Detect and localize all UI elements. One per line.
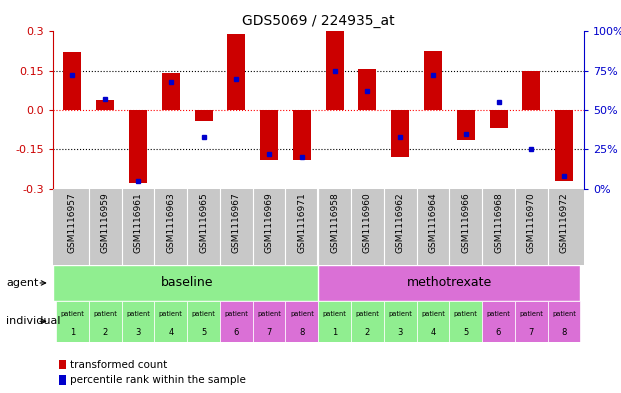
Bar — [286, 301, 319, 342]
Text: 5: 5 — [463, 328, 468, 337]
Text: patient: patient — [519, 311, 543, 317]
Text: baseline: baseline — [161, 276, 214, 290]
Text: 8: 8 — [299, 328, 304, 337]
Title: GDS5069 / 224935_at: GDS5069 / 224935_at — [242, 14, 394, 28]
Bar — [417, 301, 450, 342]
Text: GSM1116971: GSM1116971 — [297, 193, 306, 253]
Bar — [358, 70, 376, 110]
Text: GSM1116965: GSM1116965 — [199, 193, 208, 253]
Bar — [319, 301, 351, 342]
Bar — [63, 52, 81, 110]
Bar — [194, 110, 212, 121]
Text: patient: patient — [290, 311, 314, 317]
Bar — [424, 51, 442, 110]
Text: patient: patient — [93, 311, 117, 317]
Text: GSM1116957: GSM1116957 — [68, 193, 77, 253]
Text: GSM1116967: GSM1116967 — [232, 193, 241, 253]
Bar — [227, 34, 245, 110]
Text: 4: 4 — [430, 328, 435, 337]
Text: GSM1116959: GSM1116959 — [101, 193, 110, 253]
Bar — [293, 110, 311, 160]
Text: patient: patient — [60, 311, 84, 317]
Text: patient: patient — [192, 311, 215, 317]
Text: 2: 2 — [102, 328, 108, 337]
Bar — [555, 110, 573, 181]
Text: patient: patient — [355, 311, 379, 317]
Text: patient: patient — [257, 311, 281, 317]
Bar — [319, 265, 581, 301]
Text: GSM1116960: GSM1116960 — [363, 193, 372, 253]
Text: GSM1116972: GSM1116972 — [560, 193, 569, 253]
Text: 2: 2 — [365, 328, 370, 337]
Bar — [122, 301, 155, 342]
Bar — [53, 265, 322, 301]
Text: patient: patient — [454, 311, 478, 317]
Bar — [482, 301, 515, 342]
Text: individual: individual — [6, 316, 61, 326]
Text: GSM1116970: GSM1116970 — [527, 193, 536, 253]
Text: methotrexate: methotrexate — [407, 276, 492, 290]
Bar — [515, 301, 548, 342]
Text: patient: patient — [323, 311, 347, 317]
Bar — [522, 71, 540, 110]
Bar — [384, 301, 417, 342]
Text: 7: 7 — [528, 328, 534, 337]
Text: 3: 3 — [397, 328, 403, 337]
Text: patient: patient — [159, 311, 183, 317]
Bar — [96, 99, 114, 110]
Text: 6: 6 — [233, 328, 239, 337]
Text: GSM1116968: GSM1116968 — [494, 193, 503, 253]
Bar — [187, 301, 220, 342]
Text: patient: patient — [421, 311, 445, 317]
Text: patient: patient — [224, 311, 248, 317]
Bar — [260, 110, 278, 160]
Text: patient: patient — [552, 311, 576, 317]
Text: GSM1116962: GSM1116962 — [396, 193, 405, 253]
Bar — [89, 301, 122, 342]
Text: patient: patient — [126, 311, 150, 317]
Bar — [351, 301, 384, 342]
Bar — [456, 110, 475, 140]
Text: patient: patient — [388, 311, 412, 317]
Bar — [161, 73, 180, 110]
Bar — [489, 110, 507, 129]
Text: 7: 7 — [266, 328, 272, 337]
Text: 4: 4 — [168, 328, 173, 337]
Bar — [548, 301, 581, 342]
Text: 6: 6 — [496, 328, 501, 337]
Bar — [450, 301, 482, 342]
Bar — [155, 301, 187, 342]
Text: GSM1116964: GSM1116964 — [428, 193, 437, 253]
Text: 8: 8 — [561, 328, 567, 337]
Bar — [129, 110, 147, 184]
Bar — [220, 301, 253, 342]
Text: 1: 1 — [332, 328, 337, 337]
Bar — [56, 301, 89, 342]
Text: 5: 5 — [201, 328, 206, 337]
Text: transformed count: transformed count — [70, 360, 168, 369]
Bar — [391, 110, 409, 157]
Text: GSM1116966: GSM1116966 — [461, 193, 470, 253]
Text: 1: 1 — [70, 328, 75, 337]
Text: 3: 3 — [135, 328, 141, 337]
Bar — [253, 301, 286, 342]
Bar — [325, 31, 343, 110]
Text: GSM1116963: GSM1116963 — [166, 193, 175, 253]
Text: patient: patient — [487, 311, 510, 317]
Text: agent: agent — [6, 278, 39, 288]
Text: GSM1116958: GSM1116958 — [330, 193, 339, 253]
Text: percentile rank within the sample: percentile rank within the sample — [70, 375, 246, 385]
Text: GSM1116961: GSM1116961 — [134, 193, 142, 253]
Text: GSM1116969: GSM1116969 — [265, 193, 274, 253]
